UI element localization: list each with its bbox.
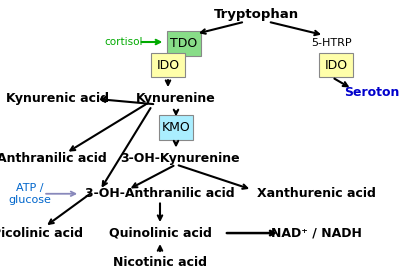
Text: 3-OH-Anthranilic acid: 3-OH-Anthranilic acid bbox=[85, 187, 235, 200]
FancyBboxPatch shape bbox=[151, 53, 185, 77]
Text: 3-OH-Kynurenine: 3-OH-Kynurenine bbox=[120, 152, 240, 165]
FancyBboxPatch shape bbox=[167, 31, 201, 56]
Text: Xanthurenic acid: Xanthurenic acid bbox=[256, 187, 376, 200]
Text: Picolinic acid: Picolinic acid bbox=[0, 227, 84, 240]
Text: Kynurenic acid: Kynurenic acid bbox=[6, 92, 110, 105]
Text: Quinolinic acid: Quinolinic acid bbox=[108, 227, 212, 240]
Text: Anthranilic acid: Anthranilic acid bbox=[0, 152, 107, 165]
Text: Tryptophan: Tryptophan bbox=[214, 8, 298, 21]
Text: NAD⁺ / NADH: NAD⁺ / NADH bbox=[270, 227, 362, 240]
Text: IDO: IDO bbox=[156, 59, 180, 72]
Text: 5-HTRP: 5-HTRP bbox=[312, 38, 352, 48]
Text: KMO: KMO bbox=[162, 121, 190, 134]
Text: IDO: IDO bbox=[324, 59, 348, 72]
FancyBboxPatch shape bbox=[159, 115, 193, 140]
Text: Kynurenine: Kynurenine bbox=[136, 92, 216, 105]
Text: cortisol: cortisol bbox=[105, 37, 143, 47]
FancyBboxPatch shape bbox=[319, 53, 353, 77]
Text: TDO: TDO bbox=[170, 37, 198, 50]
Text: ATP /
glucose: ATP / glucose bbox=[8, 183, 52, 205]
Text: Nicotinic acid: Nicotinic acid bbox=[113, 256, 207, 269]
Text: Serotonin: Serotonin bbox=[344, 86, 400, 99]
